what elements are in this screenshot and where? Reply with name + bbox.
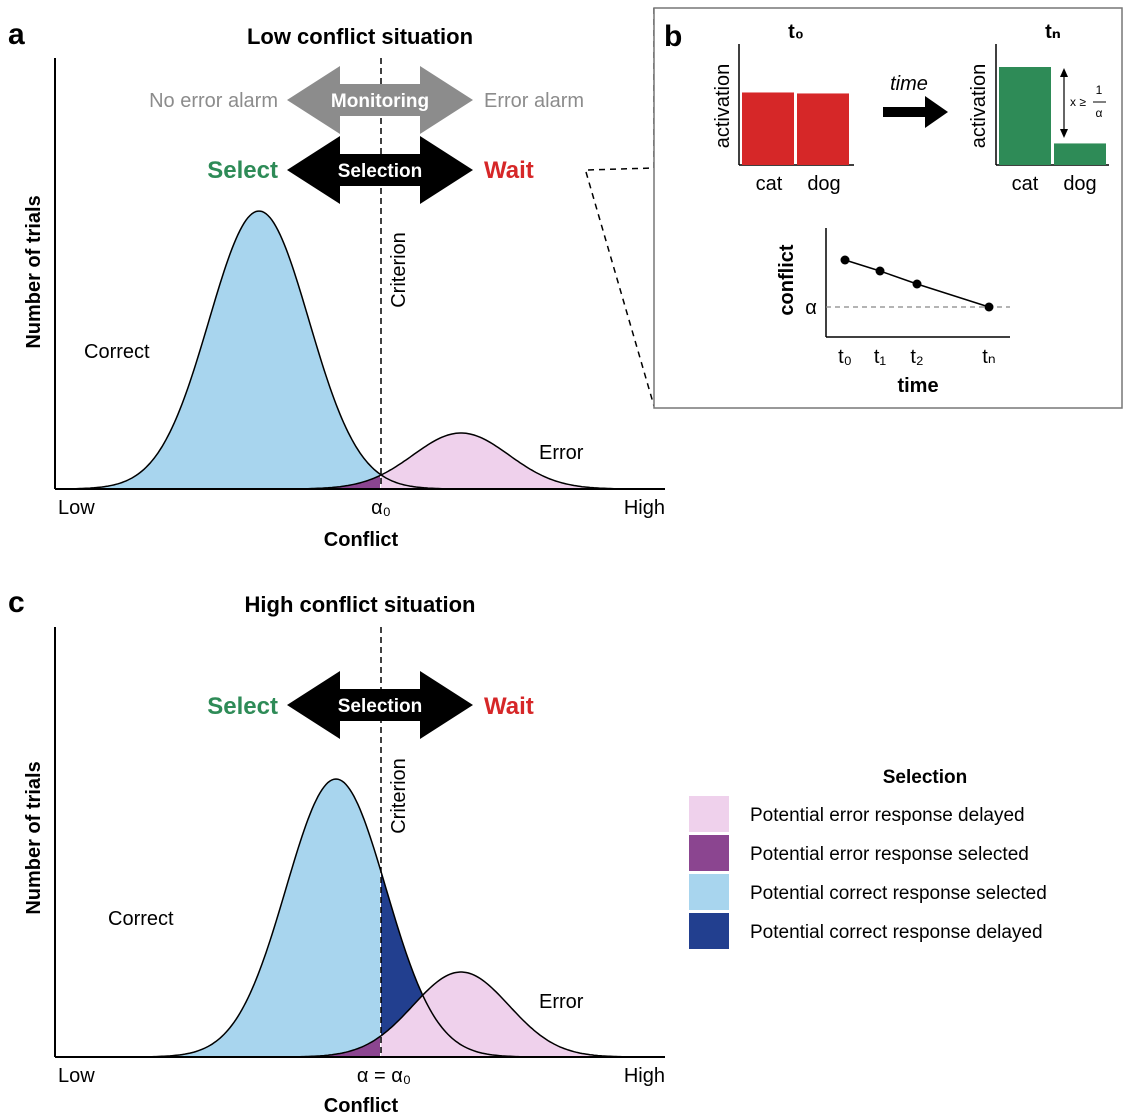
tick-t0: t₀ [838, 346, 852, 368]
legend-swatch-correct-delayed [689, 913, 729, 949]
panel-a-selection-label: Selection [338, 161, 422, 182]
panel-a-y-axis-label: Number of trials [23, 195, 45, 348]
t0-title: t₀ [788, 21, 804, 43]
tn-bars-bar-cat [999, 67, 1051, 165]
panel-a-error-selected-area [62, 475, 380, 489]
tn-title: tₙ [1045, 21, 1061, 43]
panel-c-x-high: High [624, 1065, 665, 1087]
panel-a-letter: a [8, 18, 25, 51]
t0-bars [742, 92, 849, 165]
tick-t2: t₂ [910, 346, 923, 368]
panel-b-letter: b [664, 20, 682, 53]
panel-c-correct-label: Correct [108, 908, 174, 930]
conflict-point-tn [984, 302, 994, 312]
panel-a: a Low conflict situation Monitoring No e… [8, 18, 665, 551]
panel-a-error-delayed-area [381, 433, 661, 489]
tn-activation-label: activation [968, 64, 990, 149]
panel-c-correct-selected-area [62, 779, 380, 1057]
difference-arrow-head-bottom [1060, 129, 1068, 138]
panel-c-error-selected-area [62, 1036, 380, 1057]
panel-a-x-axis-label: Conflict [324, 529, 399, 551]
panel-c-wait-label: Wait [484, 693, 534, 720]
conflict-y-label: conflict [776, 244, 798, 315]
no-error-alarm-label: No error alarm [149, 90, 278, 112]
formula-lhs: x ≥ [1070, 95, 1086, 109]
conflict-line [844, 259, 990, 308]
time-arrow-label: time [890, 73, 928, 95]
tn-dog-label: dog [1063, 173, 1096, 195]
tick-t1: t₁ [874, 346, 887, 368]
panel-c-title: High conflict situation [245, 592, 476, 617]
panel-a-x-high: High [624, 497, 665, 519]
panel-a-x-low: Low [58, 497, 95, 519]
panel-a-error-label: Error [539, 442, 584, 464]
legend-label-correct-selected: Potential correct response selected [750, 883, 1047, 904]
panel-a-selection-arrow [287, 136, 473, 204]
panel-c-alpha-tick: α = α₀ [357, 1065, 411, 1087]
panel-c-y-axis-label: Number of trials [23, 761, 45, 914]
panel-a-wait-label: Wait [484, 157, 534, 184]
panel-c-select-label: Select [207, 693, 278, 720]
time-arrow [883, 96, 948, 128]
panel-a-correct-label: Correct [84, 341, 150, 363]
conflict-point-t0 [840, 255, 850, 265]
conflict-x-label: time [897, 375, 938, 397]
panel-c-criterion-label: Criterion [388, 758, 410, 834]
panel-b: b t₀ activation cat dog time tₙ activati… [585, 7, 1123, 409]
tn-cat-label: cat [1012, 173, 1039, 195]
panel-c-selection-arrow [287, 671, 473, 739]
t0-dog-label: dog [807, 173, 840, 195]
legend-title: Selection [883, 767, 967, 788]
legend-swatch-error-delayed [689, 796, 729, 832]
monitoring-label: Monitoring [331, 91, 429, 112]
zoom-line-top [585, 8, 655, 171]
panel-a-select-label: Select [207, 157, 278, 184]
panel-a-correct-selected-area [62, 211, 380, 489]
t0-bars-bar-dog [797, 93, 849, 165]
panel-c-x-axis-label: Conflict [324, 1095, 399, 1117]
panel-a-alpha0-tick: α₀ [371, 497, 391, 519]
panel-a-title: Low conflict situation [247, 24, 473, 49]
t0-activation-label: activation [712, 64, 734, 149]
panel-c-selection-label: Selection [338, 696, 422, 717]
panel-c-x-low: Low [58, 1065, 95, 1087]
legend-label-correct-delayed: Potential correct response delayed [750, 922, 1043, 943]
panel-c: c High conflict situation Selection Sele… [8, 586, 665, 1117]
t0-cat-label: cat [756, 173, 783, 195]
t0-bars-bar-cat [742, 92, 794, 165]
panel-c-error-label: Error [539, 991, 584, 1013]
error-alarm-label: Error alarm [484, 90, 584, 112]
formula-numerator: 1 [1096, 83, 1103, 97]
tn-bars-bar-dog [1054, 143, 1106, 165]
alpha-label: α [805, 297, 817, 319]
tick-tn: tₙ [982, 346, 996, 368]
tn-bars [999, 67, 1106, 165]
panel-a-monitoring-arrow [287, 66, 473, 134]
conflict-point-t2 [912, 279, 922, 289]
conflict-point-t1 [875, 266, 885, 276]
legend-label-error-delayed: Potential error response delayed [750, 805, 1025, 826]
panel-c-error-delayed-area [381, 972, 661, 1057]
panel-a-criterion-label: Criterion [388, 232, 410, 308]
legend-swatch-error-selected [689, 835, 729, 871]
zoom-line-bottom [585, 171, 655, 407]
legend-swatch-correct-selected [689, 874, 729, 910]
formula-denominator: α [1096, 106, 1103, 120]
difference-arrow-head-top [1060, 68, 1068, 77]
legend: Selection Potential error response delay… [689, 767, 1047, 949]
legend-label-error-selected: Potential error response selected [750, 844, 1029, 865]
panel-c-letter: c [8, 586, 25, 619]
